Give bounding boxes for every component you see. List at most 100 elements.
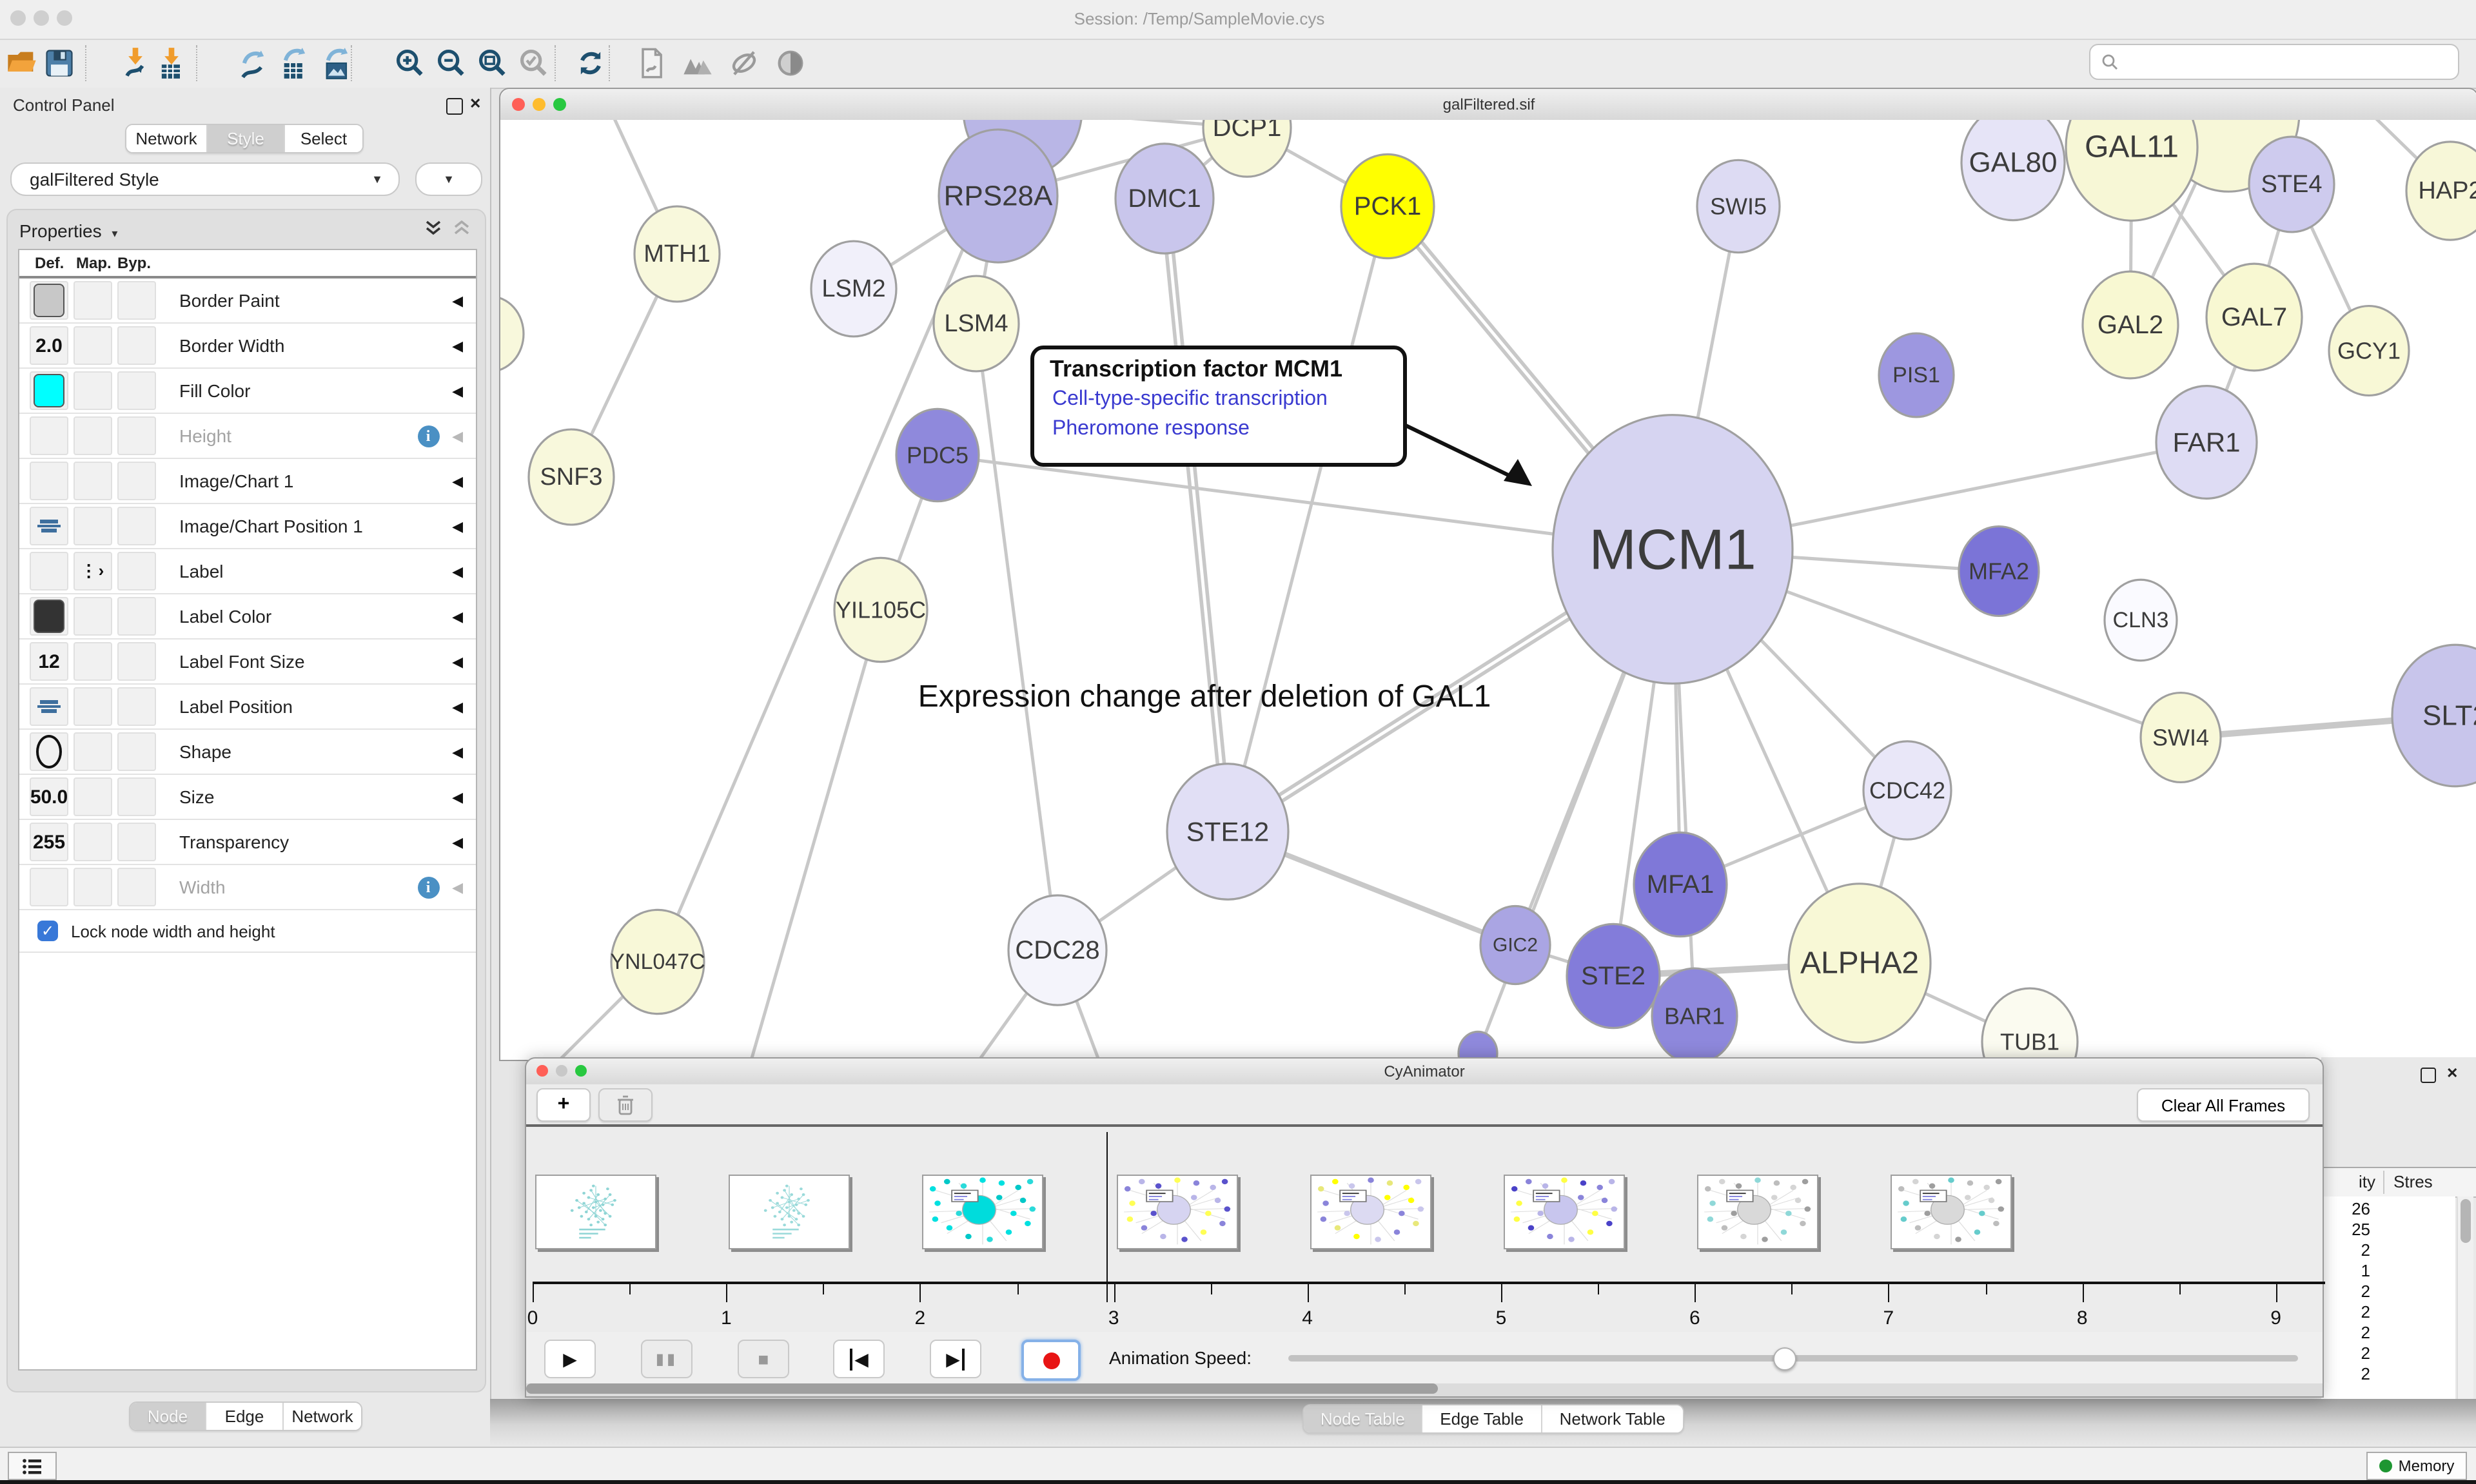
network-node-rps28a[interactable] — [938, 128, 1059, 264]
chevron-down-icon[interactable]: ▾ — [112, 227, 118, 240]
network-node-tub1[interactable] — [1981, 987, 2079, 1060]
network-edge[interactable] — [937, 453, 1673, 551]
property-cell[interactable] — [74, 597, 112, 636]
annotation-link-1[interactable]: Cell-type-specific transcription — [1052, 388, 1328, 410]
column-ity[interactable]: ity — [2359, 1172, 2375, 1191]
property-cell[interactable] — [117, 462, 156, 500]
network-node-gal2[interactable] — [2081, 270, 2179, 380]
frame-thumbnail-6[interactable] — [1697, 1175, 1819, 1249]
network-node-fus1[interactable] — [1457, 1030, 1498, 1060]
record-button[interactable] — [1021, 1340, 1081, 1381]
expand-row-icon[interactable]: ◀ — [452, 699, 463, 715]
property-cell[interactable] — [117, 597, 156, 636]
minimize-window-icon[interactable] — [533, 98, 545, 111]
zoom-window-icon[interactable] — [575, 1065, 587, 1077]
zoom-out-button[interactable] — [432, 44, 471, 83]
property-cell[interactable] — [117, 552, 156, 591]
property-cell[interactable] — [117, 732, 156, 771]
network-node-ste12[interactable] — [1166, 763, 1290, 901]
zoom-fit-button[interactable] — [473, 44, 512, 83]
frame-thumbnail-3[interactable] — [1116, 1175, 1238, 1249]
export-image-button[interactable] — [319, 44, 357, 83]
property-cell[interactable] — [30, 868, 68, 906]
property-cell[interactable] — [74, 868, 112, 906]
refresh-view-button[interactable] — [571, 44, 610, 83]
network-node-mcm1[interactable] — [1551, 414, 1794, 685]
property-row[interactable]: 12 Label Font Size ◀ — [19, 639, 476, 685]
mountains-button[interactable] — [678, 44, 717, 83]
tab-node[interactable]: Node — [130, 1403, 206, 1430]
network-node-gal7[interactable] — [2205, 262, 2303, 372]
property-cell[interactable]: 12 — [30, 642, 68, 681]
network-node-mfa1[interactable] — [1633, 831, 1728, 938]
property-cell[interactable]: ⋮› — [74, 552, 112, 591]
style-selector-dropdown[interactable]: galFiltered Style ▼ — [10, 162, 400, 196]
property-row[interactable]: 50.0 Size ◀ — [19, 775, 476, 820]
tab-style[interactable]: Style — [208, 125, 285, 152]
property-row[interactable]: Height i ◀ — [19, 414, 476, 459]
property-cell[interactable] — [74, 642, 112, 681]
property-cell[interactable] — [117, 823, 156, 861]
close-window-icon[interactable] — [512, 98, 525, 111]
checkbox-checked-icon[interactable]: ✓ — [37, 921, 58, 941]
property-cell[interactable] — [74, 462, 112, 500]
table-cell-value[interactable]: 2 — [2361, 1364, 2370, 1383]
expand-row-icon[interactable]: ◀ — [452, 384, 463, 399]
expand-row-icon[interactable]: ◀ — [452, 293, 463, 309]
table-cell-value[interactable]: 2 — [2361, 1302, 2370, 1322]
property-cell[interactable] — [117, 416, 156, 455]
property-cell[interactable] — [30, 597, 68, 636]
network-node-pck1[interactable] — [1340, 153, 1435, 260]
network-edge[interactable] — [1226, 206, 1390, 832]
property-row[interactable]: Image/Chart Position 1 ◀ — [19, 504, 476, 549]
tab-edge-table[interactable]: Edge Table — [1422, 1405, 1542, 1432]
network-node-cln3[interactable] — [2103, 578, 2178, 662]
network-node-mfa2[interactable] — [1958, 525, 2040, 618]
table-cell-value[interactable]: 2 — [2361, 1343, 2370, 1363]
property-row[interactable]: 2.0 Border Width ◀ — [19, 324, 476, 369]
annotation-box[interactable]: Transcription factor MCM1 Cell-type-spec… — [1030, 346, 1407, 467]
property-cell[interactable] — [30, 507, 68, 545]
document-network-button[interactable] — [632, 44, 671, 83]
frame-thumbnail-7[interactable] — [1891, 1175, 2012, 1249]
property-cell[interactable] — [117, 868, 156, 906]
close-panel-icon[interactable]: ✕ — [2446, 1066, 2459, 1082]
annotation-link-2[interactable]: Pheromone response — [1052, 418, 1250, 440]
tab-network-bottom[interactable]: Network — [284, 1403, 361, 1430]
annotation-text[interactable]: Expression change after deletion of GAL1 — [918, 679, 1491, 714]
frame-thumbnail-0[interactable] — [535, 1175, 656, 1249]
property-cell[interactable] — [30, 462, 68, 500]
timeline-playhead[interactable] — [1106, 1132, 1108, 1302]
play-button[interactable]: ▶ — [544, 1340, 596, 1378]
network-node-ste4[interactable] — [2248, 135, 2335, 233]
network-node-cdc42[interactable] — [1862, 740, 1952, 841]
property-row[interactable]: Fill Color ◀ — [19, 369, 476, 414]
close-window-icon[interactable] — [536, 1065, 548, 1077]
property-cell[interactable] — [74, 823, 112, 861]
network-edge[interactable] — [974, 323, 1059, 951]
property-cell[interactable] — [74, 326, 112, 365]
network-node-gal11[interactable] — [2065, 120, 2199, 222]
property-cell[interactable] — [30, 281, 68, 320]
network-node-gal80[interactable] — [1960, 120, 2066, 222]
import-network-button[interactable] — [116, 44, 155, 83]
scrollbar-thumb[interactable] — [526, 1383, 1438, 1394]
expand-row-icon[interactable]: ◀ — [452, 564, 463, 580]
expand-row-icon[interactable]: ◀ — [452, 519, 463, 534]
property-cell[interactable] — [74, 416, 112, 455]
network-node-pis1[interactable] — [1878, 332, 1955, 418]
network-node-swi4[interactable] — [2139, 691, 2222, 784]
save-session-button[interactable] — [40, 44, 79, 83]
frame-thumbnail-5[interactable] — [1504, 1175, 1625, 1249]
delete-frame-button[interactable] — [598, 1088, 653, 1122]
table-cell-value[interactable]: 26 — [2352, 1199, 2370, 1218]
tab-network[interactable]: Network — [126, 125, 208, 152]
property-cell[interactable]: 2.0 — [30, 326, 68, 365]
table-cell-value[interactable]: 2 — [2361, 1323, 2370, 1342]
network-node-ste2[interactable] — [1566, 923, 1661, 1030]
network-node-gic2[interactable] — [1479, 904, 1551, 986]
property-cell[interactable] — [117, 281, 156, 320]
tab-network-table[interactable]: Network Table — [1542, 1405, 1683, 1432]
network-node-snf3[interactable] — [527, 428, 615, 526]
scrollbar-thumb[interactable] — [2461, 1199, 2471, 1243]
